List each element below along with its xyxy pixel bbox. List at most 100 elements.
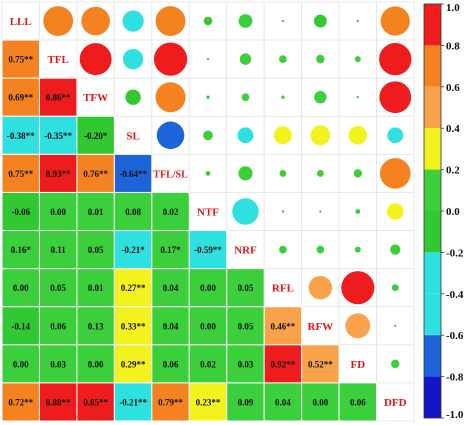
cell-value-label: 0.85** xyxy=(83,397,108,407)
cell-value-label: 0.88** xyxy=(46,397,71,407)
cell-value-label: 0.46** xyxy=(271,321,296,331)
cell-value-label: 0.04 xyxy=(163,321,179,331)
grid-cell xyxy=(263,1,303,41)
cell-value-label: 0.05 xyxy=(50,283,66,293)
correlation-circle xyxy=(355,209,361,214)
correlation-circle xyxy=(281,19,285,23)
variable-label: RFL xyxy=(272,283,294,295)
colorbar-band xyxy=(424,376,441,418)
cell-value-label: 0.13 xyxy=(88,321,104,331)
correlation-circle xyxy=(122,48,144,70)
correlation-circle xyxy=(241,93,250,102)
colorbar-band xyxy=(424,128,441,170)
cell-value-label: 0.01 xyxy=(88,207,104,217)
cell-value-label: -0.35** xyxy=(44,131,72,141)
cell-value-label: -0.20* xyxy=(84,131,108,141)
cell-value-label: -0.21* xyxy=(121,245,145,255)
correlation-circle xyxy=(81,6,110,36)
correlation-circle xyxy=(356,96,360,99)
heatmap-cell xyxy=(38,191,78,232)
heatmap-cell xyxy=(151,191,190,232)
colorbar-tick-label: 0.0 xyxy=(446,206,460,218)
correlation-circle xyxy=(316,54,325,64)
cell-value-label: 0.08 xyxy=(125,207,141,217)
colorbar-tick-label: 0.4 xyxy=(446,123,460,135)
colorbar-band xyxy=(424,293,441,336)
heatmap-cell xyxy=(151,344,190,384)
cell-value-label: 0.11 xyxy=(51,245,67,255)
correlation-circle xyxy=(356,19,360,23)
correlation-circle xyxy=(238,166,253,181)
colorbar-tick-label: 1.0 xyxy=(446,2,460,14)
colorbar-band xyxy=(424,169,441,211)
heatmap-cell xyxy=(38,382,78,422)
grid-cell xyxy=(226,230,265,270)
cell-value-label: 0.00 xyxy=(200,321,216,331)
heatmap-cell xyxy=(38,344,78,384)
colorbar-tick-label: 0.8 xyxy=(446,40,460,52)
variable-label: SL xyxy=(126,130,139,142)
heatmap-cell xyxy=(76,191,115,232)
correlation-circle xyxy=(206,95,210,99)
correlation-circle xyxy=(387,127,404,144)
grid-cell xyxy=(1,1,40,41)
correlation-circle xyxy=(380,6,410,36)
cell-value-label: 0.33** xyxy=(121,321,146,331)
cell-value-label: 0.93** xyxy=(46,169,71,179)
colorbar-tick-label: -0.2 xyxy=(446,247,464,259)
correlation-circle xyxy=(348,126,368,145)
colorbar-tick-label: -0.8 xyxy=(446,372,464,384)
correlation-circle xyxy=(394,324,397,327)
heatmap-cell xyxy=(151,306,190,346)
cell-value-label: -0.06 xyxy=(11,207,30,217)
cell-value-label: 0.29** xyxy=(121,359,146,369)
correlation-circle xyxy=(310,125,331,146)
heatmap-cell xyxy=(1,344,40,384)
colorbar-tick-label: 0.2 xyxy=(446,165,460,177)
correlation-circle xyxy=(319,210,322,213)
cell-value-label: 0.72** xyxy=(8,397,33,407)
heatmap-cell xyxy=(263,382,303,422)
cell-value-label: 0.00 xyxy=(13,359,29,369)
heatmap-cell xyxy=(338,382,378,422)
cell-value-label: 0.27** xyxy=(121,283,146,293)
cell-value-label: 0.06 xyxy=(50,321,66,331)
grid-cell xyxy=(263,268,303,308)
cell-value-label: 0.09 xyxy=(238,397,254,407)
correlation-circle xyxy=(205,170,211,176)
variable-label: NRF xyxy=(234,245,257,257)
grid-cell xyxy=(188,192,228,231)
cell-value-label: 0.23** xyxy=(196,397,221,407)
correlation-circle xyxy=(43,6,74,36)
correlation-circle xyxy=(354,56,361,63)
heatmap-cell xyxy=(226,382,265,422)
cell-value-label: 0.03 xyxy=(50,359,66,369)
cell-value-label: 0.00 xyxy=(50,207,66,217)
cell-value-label: 0.00 xyxy=(13,283,29,293)
cell-value-label: 0.00 xyxy=(88,359,104,369)
correlation-circle xyxy=(345,313,371,339)
correlation-circle xyxy=(155,6,186,36)
cell-value-label: 0.17* xyxy=(160,245,181,255)
correlation-circle xyxy=(379,158,411,189)
correlation-circle xyxy=(279,55,287,63)
cell-value-label: 0.06 xyxy=(163,359,179,369)
cell-value-label: 0.02 xyxy=(163,207,179,217)
heatmap-cell xyxy=(188,268,228,308)
cell-value-label: -0.38** xyxy=(7,131,35,141)
upper-triangle-circles xyxy=(43,6,412,369)
cell-value-label: 0.52** xyxy=(308,359,333,369)
correlation-circle xyxy=(281,95,285,99)
cell-value-label: 0.01 xyxy=(88,283,104,293)
cell-value-label: 0.75** xyxy=(8,55,33,65)
heatmap-cell xyxy=(76,382,115,422)
cell-value-label: 0.04 xyxy=(275,397,291,407)
heatmap-cell xyxy=(38,306,78,346)
correlation-circle xyxy=(353,169,363,178)
correlation-circle xyxy=(279,169,287,177)
grid-cell xyxy=(188,115,228,155)
variable-label: NTF xyxy=(197,207,219,219)
heatmap-cell xyxy=(1,306,40,346)
heatmap-cell xyxy=(151,382,190,422)
